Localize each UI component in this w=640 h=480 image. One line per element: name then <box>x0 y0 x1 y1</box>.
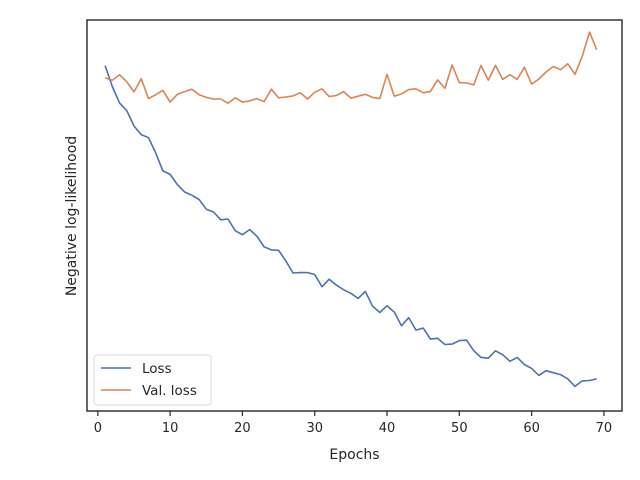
series-line-loss <box>104 65 597 388</box>
x-axis-label: Epochs <box>329 447 379 463</box>
plot-frame <box>86 19 623 412</box>
x-tick-label: 70 <box>596 421 613 436</box>
x-tick-label: 30 <box>306 421 323 436</box>
legend-label-val-loss: Val. loss <box>142 383 197 399</box>
x-axis-ticks: 0 10 20 30 40 50 60 70 <box>94 411 612 436</box>
x-tick-label: 10 <box>162 421 179 436</box>
series-layer <box>104 31 598 388</box>
x-tick-label: 20 <box>234 421 251 436</box>
x-tick-label: 60 <box>523 421 540 436</box>
x-tick-label: 40 <box>379 421 396 436</box>
series-line-val-loss <box>104 31 598 105</box>
y-axis-label: Negative log-likelihood <box>64 136 80 296</box>
legend: Loss Val. loss <box>93 354 212 406</box>
x-tick-label: 50 <box>451 421 468 436</box>
legend-label-loss: Loss <box>142 361 172 377</box>
x-tick-label: 0 <box>94 421 102 436</box>
